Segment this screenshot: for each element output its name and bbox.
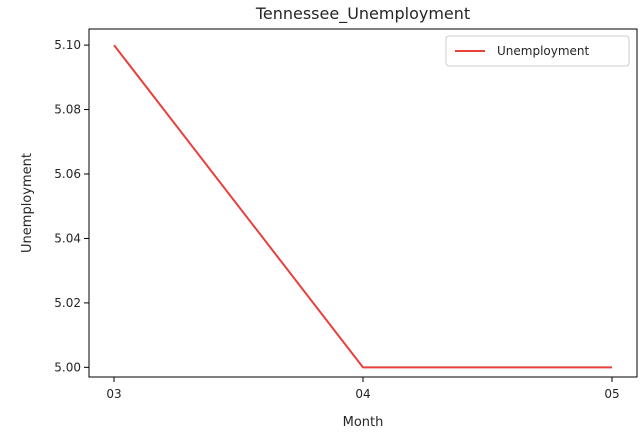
x-axis-label: Month — [343, 415, 384, 430]
series-layer — [114, 45, 612, 367]
y-tick-label: 5.02 — [54, 296, 81, 310]
x-tick-label: 05 — [604, 387, 619, 401]
y-tick-label: 5.08 — [54, 103, 81, 117]
chart-title: Tennessee_Unemployment — [255, 4, 470, 24]
x-tick-label: 03 — [106, 387, 121, 401]
y-tick-label: 5.10 — [54, 38, 81, 52]
y-axis-label: Unemployment — [20, 153, 35, 253]
y-tick-label: 5.00 — [54, 360, 81, 374]
y-tick-label: 5.06 — [54, 167, 81, 181]
y-axis: 5.00 5.02 5.04 5.06 5.08 5.10 — [54, 38, 89, 374]
plot-frame — [89, 29, 637, 377]
legend-label-unemployment: Unemployment — [497, 44, 590, 58]
legend: Unemployment — [446, 36, 629, 66]
x-axis: 03 04 05 — [106, 377, 619, 401]
x-tick-label: 04 — [355, 387, 370, 401]
series-line-unemployment — [114, 45, 612, 367]
y-tick-label: 5.04 — [54, 231, 81, 245]
